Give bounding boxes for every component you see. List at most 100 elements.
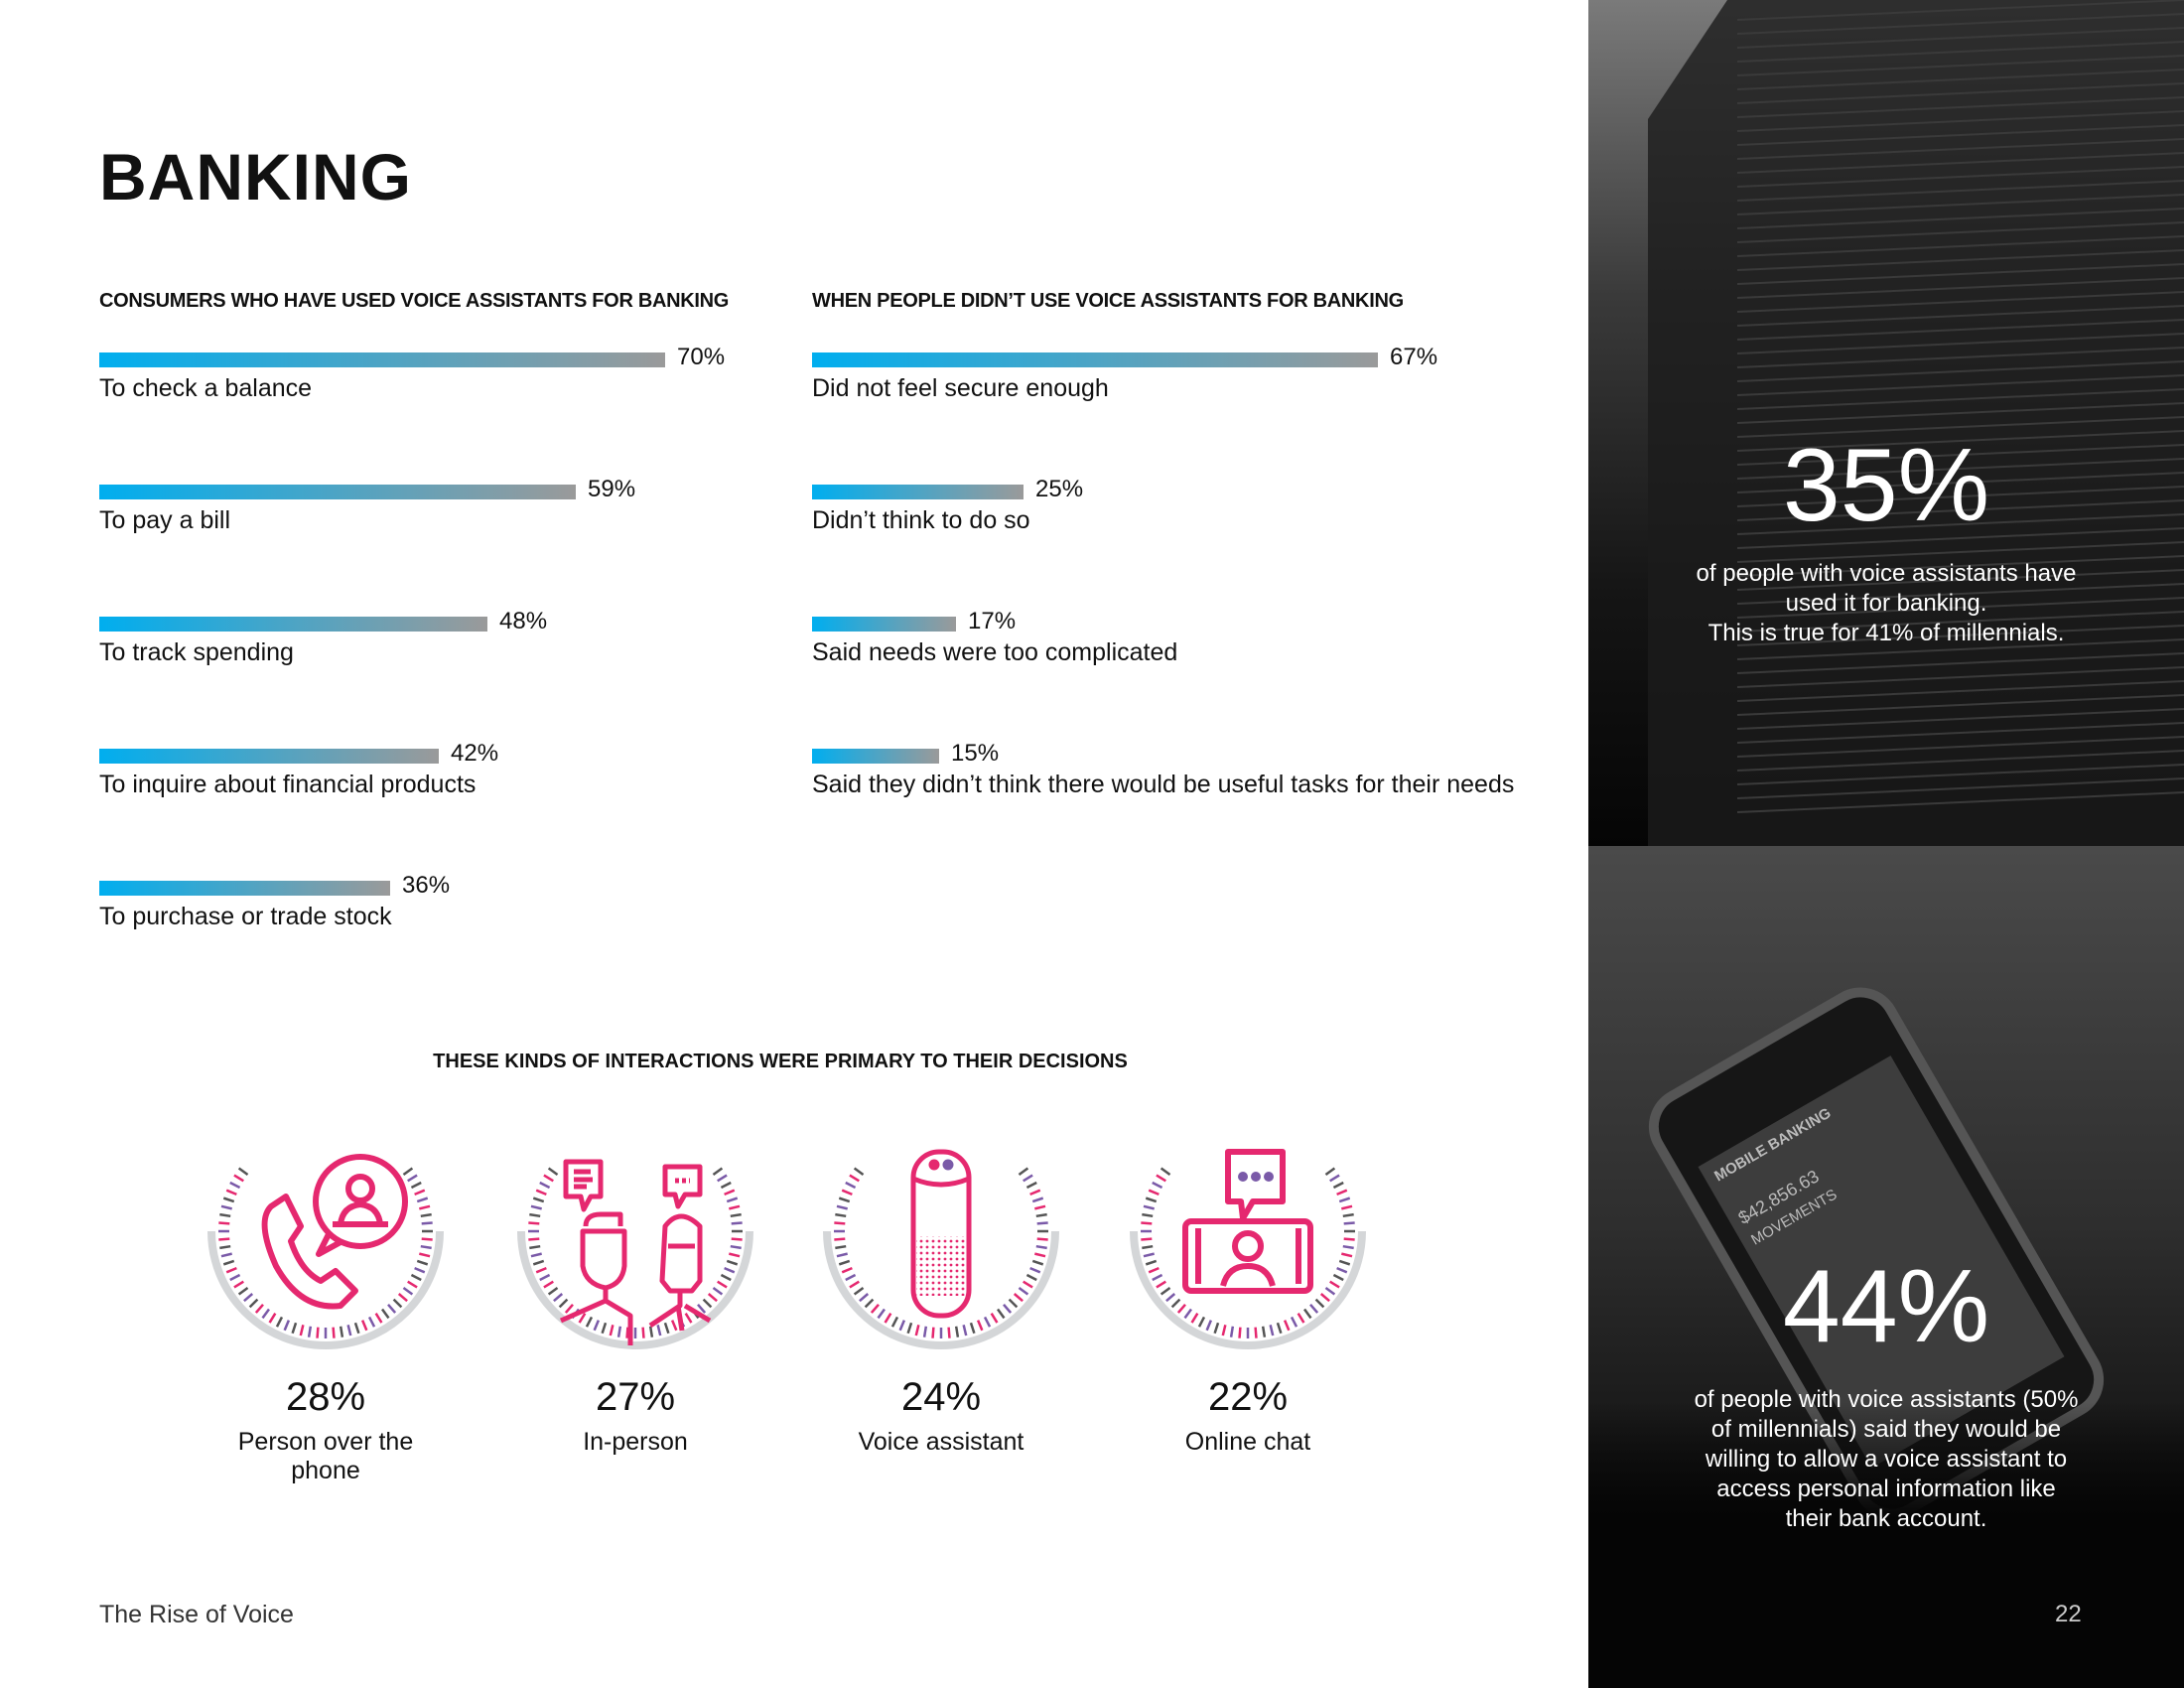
- stat-44-text: of people with voice assistants (50% of …: [1588, 1385, 2184, 1534]
- ring-tick: [707, 1293, 718, 1303]
- ring-tick: [218, 1221, 230, 1225]
- ring-tick: [836, 1252, 848, 1258]
- ring-tick: [222, 1196, 235, 1203]
- ring-tick: [316, 1327, 320, 1338]
- interaction-value: 22%: [1207, 1375, 1289, 1419]
- bar-category-label: Said needs were too complicated: [812, 638, 1178, 666]
- building-window-row: [1736, 0, 2184, 21]
- ring-tick: [641, 1327, 645, 1338]
- building-window-row: [1736, 277, 2184, 299]
- ring-tick: [898, 1320, 906, 1332]
- ring-tick: [367, 1316, 376, 1328]
- ring-tick: [414, 1189, 426, 1196]
- ring-tick: [717, 1174, 728, 1183]
- building-window-row: [1736, 152, 2184, 174]
- ring-arc: [1130, 1230, 1366, 1349]
- building-window-row: [1736, 69, 2184, 90]
- ring-tick: [1145, 1196, 1158, 1203]
- ring-tick: [841, 1189, 853, 1196]
- ring-tick: [1141, 1221, 1153, 1225]
- building-window-row: [1736, 722, 2184, 744]
- ring-tick: [1034, 1252, 1046, 1258]
- building-window-row: [1736, 416, 2184, 438]
- building-window-row: [1736, 55, 2184, 76]
- ring-tick: [1013, 1293, 1024, 1303]
- ring-tick: [845, 1181, 857, 1190]
- ring-tick: [838, 1196, 851, 1203]
- ring-tick: [220, 1204, 232, 1210]
- ring-tick: [906, 1322, 913, 1335]
- ring-tick: [1221, 1325, 1227, 1336]
- interaction-label: In-person: [583, 1428, 688, 1456]
- ring-tick: [421, 1237, 433, 1241]
- ring-tick: [1143, 1204, 1155, 1210]
- ring-tick: [1003, 1303, 1013, 1314]
- ring-tick: [954, 1326, 960, 1337]
- ring-tick: [1342, 1212, 1354, 1218]
- ring-tick: [254, 1303, 264, 1314]
- building-window-row: [1736, 110, 2184, 132]
- building-photo-panel: 35% of people with voice assistants have…: [1588, 0, 2184, 846]
- ring-tick: [1324, 1167, 1336, 1176]
- building-window-row: [1736, 597, 2184, 619]
- chart-title-used: CONSUMERS WHO HAVE USED VOICE ASSISTANTS…: [99, 290, 730, 312]
- building-window-row: [1736, 291, 2184, 313]
- ring-tick: [1025, 1273, 1037, 1282]
- ring-tick: [625, 1327, 629, 1338]
- building-photo: [1648, 0, 2184, 846]
- ring-tick: [407, 1174, 418, 1183]
- ring-tick: [730, 1212, 742, 1218]
- ring-tick: [535, 1266, 547, 1274]
- footer-title: The Rise of Voice: [99, 1601, 294, 1628]
- ring-tick: [1156, 1280, 1166, 1289]
- ring-tick: [859, 1293, 870, 1303]
- ring-tick: [346, 1325, 352, 1336]
- ring-tick: [420, 1212, 432, 1218]
- bar-value-label: 36%: [402, 872, 451, 899]
- bar-value-label: 59%: [588, 476, 636, 502]
- ring-tick: [416, 1196, 429, 1203]
- building-window-row: [1736, 541, 2184, 563]
- ring-tick: [535, 1189, 547, 1196]
- ring-tick: [684, 1313, 693, 1324]
- ring-tick: [663, 1322, 670, 1335]
- ring-tick: [877, 1308, 886, 1320]
- ring-tick: [1343, 1237, 1355, 1241]
- ring-tick: [1229, 1326, 1235, 1337]
- chart-title-not-used: WHEN PEOPLE DIDN’T USE VOICE ASSISTANTS …: [812, 290, 1404, 312]
- ring-tick: [601, 1322, 608, 1335]
- stat-line: of people with voice assistants (50%: [1694, 1386, 2079, 1413]
- building-window-row: [1736, 333, 2184, 354]
- ring-tick: [1343, 1221, 1355, 1225]
- ring-tick: [1276, 1322, 1283, 1335]
- bar-value-label: 67%: [1390, 344, 1438, 370]
- ring-tick: [1341, 1204, 1353, 1210]
- phone-agent-icon: [207, 1154, 444, 1349]
- ring-tick: [1269, 1325, 1275, 1336]
- ring-tick: [1034, 1204, 1046, 1210]
- ring-tick: [849, 1280, 860, 1289]
- building-window-row: [1736, 569, 2184, 591]
- bar-category-label: Didn’t think to do so: [812, 506, 1030, 534]
- ring-tick: [1170, 1298, 1181, 1309]
- ring-tick: [1018, 1167, 1029, 1176]
- building-window-row: [1736, 124, 2184, 146]
- ring-tick: [543, 1174, 554, 1183]
- building-window-row: [1736, 499, 2184, 521]
- ring-tick: [1254, 1327, 1258, 1338]
- ring-tick: [261, 1308, 270, 1320]
- ring-tick: [835, 1212, 847, 1218]
- ring-tick: [1142, 1244, 1154, 1250]
- interaction-label: Voice assistant: [858, 1428, 1024, 1456]
- bar-category-label: To check a balance: [99, 374, 313, 402]
- ring-tick: [1036, 1221, 1048, 1225]
- ring-tick: [1023, 1280, 1033, 1289]
- ring-tick: [670, 1320, 678, 1332]
- ring-tick: [528, 1221, 540, 1225]
- ring-tick: [962, 1325, 968, 1336]
- building-window-row: [1736, 652, 2184, 674]
- building-window-row: [1736, 388, 2184, 410]
- ring-tick: [997, 1308, 1006, 1320]
- ring-tick: [410, 1273, 422, 1282]
- ring-tick: [218, 1237, 230, 1241]
